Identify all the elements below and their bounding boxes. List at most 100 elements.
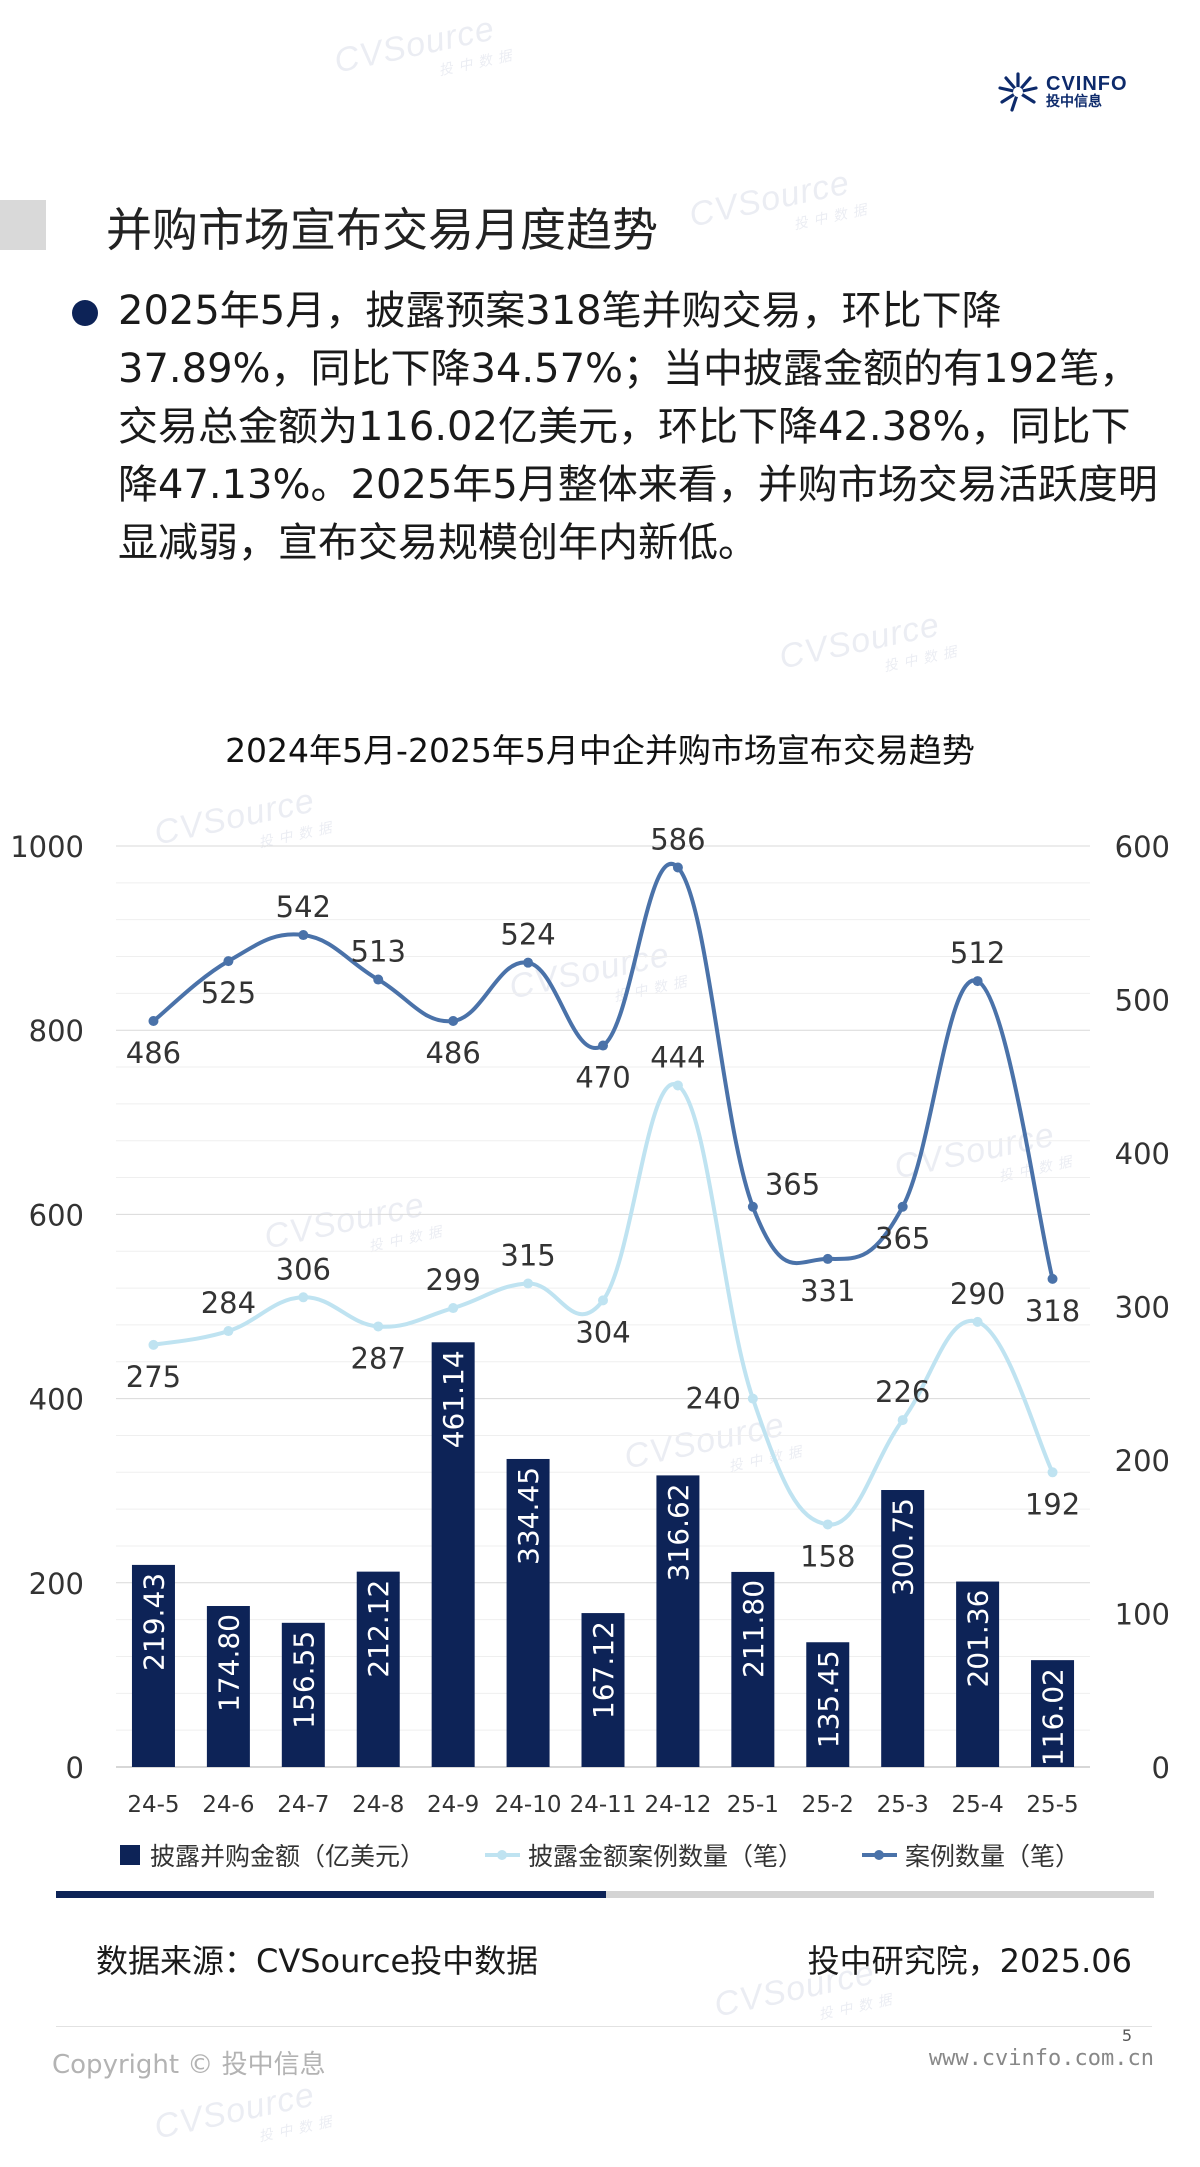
research-credit: 投中研究院，2025.06 bbox=[807, 1942, 1132, 1980]
y-left-tick: 800 bbox=[29, 1014, 84, 1048]
case-count-point bbox=[672, 862, 683, 873]
case-count-label: 525 bbox=[201, 976, 256, 1010]
y-left-tick: 1000 bbox=[10, 830, 84, 864]
bar-value-label: 219.43 bbox=[137, 1573, 170, 1671]
case-count-line bbox=[152, 862, 1055, 1280]
y-left-tick: 600 bbox=[29, 1198, 84, 1232]
disclosed-count-label: 306 bbox=[276, 1252, 331, 1286]
disclosed-count-point bbox=[523, 1278, 534, 1289]
trend-chart: 0 200 400 600 800 1000 0 100 200 300 400 500 600 24-5… bbox=[10, 822, 1170, 1871]
y-left-tick: 400 bbox=[29, 1383, 84, 1417]
y-right-tick: 400 bbox=[1115, 1137, 1170, 1171]
disclosed-count-label: 304 bbox=[575, 1315, 630, 1349]
case-count-label: 524 bbox=[500, 918, 555, 952]
bar bbox=[1031, 1660, 1075, 1767]
bar-value-label: 116.02 bbox=[1037, 1668, 1070, 1766]
x-tick-label: 24-11 bbox=[570, 1792, 637, 1818]
disclosed-count-label: 299 bbox=[425, 1263, 480, 1297]
x-tick-label: 25-5 bbox=[1026, 1792, 1078, 1818]
x-tick-label: 24-9 bbox=[427, 1792, 479, 1818]
logo-chinese: 投中信息 bbox=[1046, 94, 1102, 111]
bar bbox=[506, 1458, 550, 1767]
case-count-point bbox=[897, 1201, 908, 1212]
x-tick-label: 25-3 bbox=[877, 1792, 929, 1818]
disclosed-count-point bbox=[747, 1393, 758, 1404]
case-count-point bbox=[747, 1201, 758, 1212]
bar-value-label: 201.36 bbox=[962, 1590, 995, 1688]
disclosed-count-label: 284 bbox=[201, 1286, 256, 1320]
case-count-point bbox=[148, 1015, 159, 1026]
case-count-point bbox=[598, 1040, 608, 1051]
bar bbox=[881, 1490, 925, 1767]
footer-divider bbox=[56, 2026, 1152, 2027]
bar-value-label: 167.12 bbox=[587, 1621, 620, 1719]
bar-value-label: 334.45 bbox=[512, 1467, 545, 1565]
website-link[interactable]: www.cvinfo.com.cn bbox=[928, 2046, 1154, 2071]
summary-paragraph: 2025年5月，披露预案318笔并购交易，环比下降37.89%，同比下降34.5… bbox=[118, 288, 1158, 566]
bar bbox=[356, 1571, 400, 1767]
disclosed-count-point bbox=[298, 1292, 309, 1303]
x-tick-label: 25-4 bbox=[952, 1792, 1004, 1818]
bar bbox=[281, 1622, 325, 1767]
disclosed-count-label: 287 bbox=[351, 1341, 406, 1375]
case-count-label: 470 bbox=[575, 1061, 630, 1095]
disclosed-count-point bbox=[373, 1321, 384, 1332]
disclosed-count-point bbox=[448, 1303, 459, 1314]
x-tick-label: 24-10 bbox=[495, 1792, 562, 1818]
x-tick-label: 24-8 bbox=[352, 1792, 404, 1818]
bar-value-label: 300.75 bbox=[887, 1498, 920, 1596]
bullet-icon bbox=[72, 300, 98, 326]
separator-light bbox=[606, 1891, 1154, 1898]
bar bbox=[131, 1564, 175, 1767]
watermark: CVSource 投中数据 bbox=[150, 2075, 339, 2147]
bar-value-label: 156.55 bbox=[287, 1631, 320, 1729]
cvinfo-logo-icon bbox=[998, 72, 1038, 112]
case-count-label: 586 bbox=[650, 822, 705, 856]
case-count-point bbox=[223, 956, 234, 967]
y-left-tick: 0 bbox=[66, 1751, 84, 1785]
disclosed-count-label: 158 bbox=[800, 1539, 855, 1573]
case-count-point bbox=[298, 930, 309, 941]
disclosed-count-label: 275 bbox=[126, 1360, 181, 1394]
page-number: 5 bbox=[1121, 2026, 1132, 2045]
case-count-label: 486 bbox=[425, 1036, 480, 1070]
case-count-point bbox=[1047, 1273, 1058, 1284]
disclosed-count-label: 290 bbox=[950, 1277, 1005, 1311]
y-right-tick: 0 bbox=[1152, 1751, 1170, 1785]
disclosed-count-label: 315 bbox=[500, 1238, 555, 1272]
y-left-tick: 200 bbox=[29, 1567, 84, 1601]
disclosed-count-line bbox=[153, 1082, 1055, 1527]
disclosed-count-point bbox=[672, 1080, 683, 1091]
copyright: Copyright © 投中信息 bbox=[52, 2050, 326, 2080]
legend-swatch-marker bbox=[874, 1850, 884, 1860]
x-tick-label: 24-6 bbox=[202, 1792, 254, 1818]
legend-swatch-marker bbox=[497, 1850, 507, 1860]
separator-dark bbox=[56, 1891, 606, 1898]
case-count-label: 331 bbox=[800, 1274, 855, 1308]
case-count-label: 365 bbox=[765, 1168, 820, 1202]
case-count-label: 513 bbox=[351, 935, 406, 969]
bar bbox=[731, 1571, 775, 1767]
case-count-point bbox=[523, 957, 534, 968]
bar bbox=[431, 1342, 475, 1767]
watermark: CVSource 投中数据 bbox=[330, 9, 519, 81]
brand-logo: CVINFO 投中信息 bbox=[996, 70, 1128, 114]
disclosed-count-point bbox=[822, 1519, 833, 1530]
case-count-label: 542 bbox=[276, 890, 331, 924]
disclosed-count-label: 192 bbox=[1025, 1487, 1080, 1521]
legend-label: 案例数量（笔） bbox=[905, 1842, 1080, 1871]
disclosed-count-point bbox=[972, 1316, 983, 1327]
bar-value-label: 174.80 bbox=[212, 1614, 245, 1712]
legend-label: 披露并购金额（亿美元） bbox=[150, 1842, 425, 1871]
bar bbox=[806, 1642, 850, 1767]
chart-title: 2024年5月-2025年5月中企并购市场宣布交易趋势 bbox=[225, 731, 975, 770]
watermark: CVSource 投中数据 bbox=[685, 163, 874, 235]
bar bbox=[656, 1475, 700, 1767]
bar bbox=[206, 1606, 250, 1767]
logo-wordmark: CVINFO bbox=[1046, 73, 1128, 96]
bar-value-label: 316.62 bbox=[662, 1483, 695, 1581]
disclosed-count-point bbox=[1047, 1467, 1058, 1478]
case-count-point bbox=[822, 1253, 833, 1264]
bar-value-label: 212.12 bbox=[362, 1580, 395, 1678]
x-tick-label: 25-1 bbox=[727, 1792, 779, 1818]
